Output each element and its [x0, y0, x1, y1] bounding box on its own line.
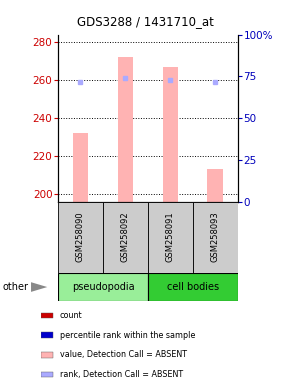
- Bar: [148, 202, 193, 273]
- Bar: [41, 313, 52, 318]
- Text: GSM258091: GSM258091: [166, 212, 175, 262]
- Bar: [148, 273, 238, 301]
- Text: count: count: [60, 311, 82, 320]
- Text: GDS3288 / 1431710_at: GDS3288 / 1431710_at: [77, 15, 213, 28]
- Bar: [72, 133, 88, 202]
- Text: GSM258090: GSM258090: [76, 212, 85, 262]
- Bar: [162, 67, 178, 202]
- Bar: [117, 57, 133, 202]
- Text: GSM258092: GSM258092: [121, 212, 130, 262]
- Bar: [103, 202, 148, 273]
- Text: other: other: [3, 282, 29, 292]
- Text: value, Detection Call = ABSENT: value, Detection Call = ABSENT: [60, 350, 187, 359]
- Bar: [193, 202, 238, 273]
- Bar: [58, 202, 103, 273]
- Text: percentile rank within the sample: percentile rank within the sample: [60, 331, 195, 339]
- Bar: [41, 371, 52, 377]
- Bar: [41, 352, 52, 358]
- Text: GSM258093: GSM258093: [211, 212, 220, 263]
- Text: cell bodies: cell bodies: [167, 282, 219, 292]
- Text: pseudopodia: pseudopodia: [72, 282, 134, 292]
- Polygon shape: [31, 282, 47, 292]
- Bar: [41, 332, 52, 338]
- Bar: [207, 169, 223, 202]
- Bar: [58, 273, 148, 301]
- Text: rank, Detection Call = ABSENT: rank, Detection Call = ABSENT: [60, 370, 183, 379]
